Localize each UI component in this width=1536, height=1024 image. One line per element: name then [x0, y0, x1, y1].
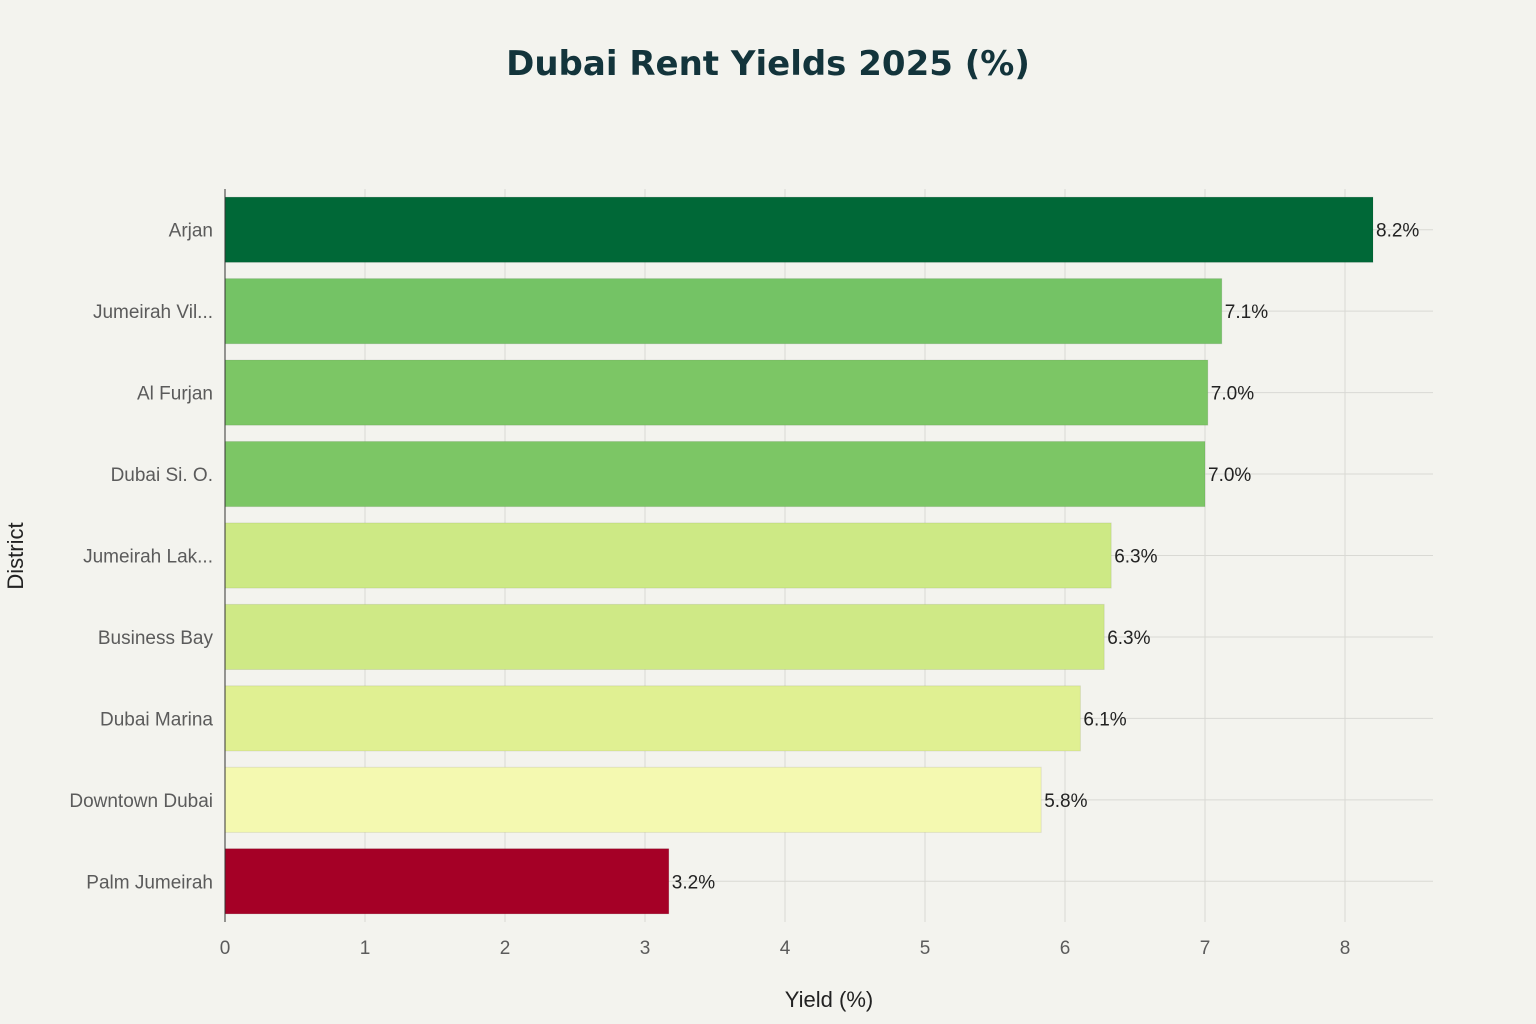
x-axis-title: Yield (%) — [785, 987, 873, 1012]
bar — [224, 766, 1042, 833]
chart-title: Dubai Rent Yields 2025 (%) — [506, 44, 1030, 84]
data-label: 6.1% — [1083, 709, 1126, 730]
category-label: Dubai Si. O. — [111, 465, 213, 486]
category-label: Downtown Dubai — [69, 791, 213, 812]
category-labels: Arjan Jumeirah Vil... Al Furjan Dubai Si. O… — [69, 221, 213, 894]
bars — [224, 196, 1374, 915]
x-tick-label: 8 — [1340, 938, 1351, 959]
data-labels: 8.2% 7.1% 7.0% 7.0% 6.3% 6.3% 6.1% 5.8% 3.2% — [672, 221, 1420, 894]
x-tick-label: 7 — [1200, 938, 1211, 959]
category-label: Palm Jumeirah — [86, 872, 213, 893]
bar — [224, 603, 1105, 671]
category-label: Al Furjan — [137, 384, 213, 405]
category-label: Business Bay — [98, 628, 214, 649]
x-tick-label: 6 — [1060, 938, 1071, 959]
bar — [224, 848, 670, 915]
y-axis-title: District — [3, 522, 28, 589]
bar — [224, 522, 1112, 589]
bar — [224, 359, 1209, 426]
data-label: 6.3% — [1114, 547, 1157, 568]
category-label: Jumeirah Vil... — [93, 302, 213, 323]
data-label: 6.3% — [1107, 628, 1150, 649]
category-label: Jumeirah Lak... — [83, 547, 213, 568]
x-tick-label: 5 — [920, 938, 931, 959]
data-label: 7.0% — [1208, 465, 1251, 486]
x-tick-label: 3 — [640, 938, 651, 959]
x-tick-label: 0 — [220, 938, 231, 959]
data-label: 8.2% — [1376, 221, 1419, 242]
bar — [224, 685, 1081, 752]
bar — [224, 196, 1374, 263]
data-label: 7.1% — [1225, 302, 1268, 323]
bar — [224, 440, 1206, 508]
x-tick-label: 2 — [500, 938, 511, 959]
data-label: 5.8% — [1044, 791, 1087, 812]
data-label: 3.2% — [672, 872, 715, 893]
bar — [224, 278, 1223, 345]
category-label: Dubai Marina — [100, 709, 213, 730]
x-tick-label: 1 — [360, 938, 371, 959]
x-tick-label: 4 — [780, 938, 791, 959]
category-label: Arjan — [169, 221, 213, 242]
data-label: 7.0% — [1211, 384, 1254, 405]
x-tick-labels: 0 1 2 3 4 5 6 7 8 — [220, 938, 1351, 959]
